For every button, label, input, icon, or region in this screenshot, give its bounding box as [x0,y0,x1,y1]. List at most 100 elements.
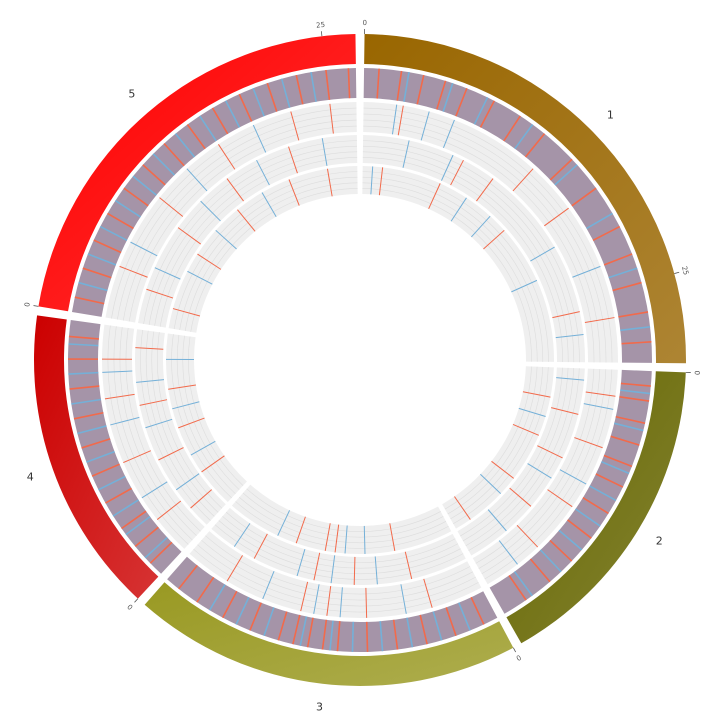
tick-mark [674,271,680,274]
feature-line [310,72,317,102]
feature-line [572,265,601,278]
track-gridline [140,329,211,521]
track-gridline [128,125,357,322]
feature-line [237,209,256,232]
track [362,135,585,363]
track-gridline [159,157,358,327]
feature-line [299,616,308,646]
track-gridline [190,188,358,332]
track-gridline [453,367,549,524]
feature-line [102,370,133,373]
feature-line [91,463,120,477]
tick-mark [134,598,139,603]
heat-track [489,369,652,614]
feature-line [339,587,343,618]
feature-line [217,144,236,170]
feature-line [479,100,495,128]
chromosome-label: 5 [128,88,135,101]
feature-line [290,111,300,141]
feature-line [420,111,430,141]
track-gridline [468,368,580,551]
feature-line [87,253,117,266]
feature-line [146,288,174,299]
feature-line [261,192,277,217]
track-gridline [363,125,595,363]
feature-line [253,533,268,559]
feature-line [476,178,494,202]
feature-line [190,489,212,509]
feature-line [419,614,428,645]
feature-line [121,510,147,530]
feature-line [549,158,573,181]
feature-line [571,187,597,207]
feature-line [252,87,265,117]
feature-line [73,411,104,420]
track-gridline [225,511,456,563]
chromosome-label: 4 [27,470,34,483]
feature-line [513,571,533,597]
feature-line [432,611,443,641]
track-gridline [182,335,240,490]
feature-line [556,377,585,381]
track-gridline [193,548,479,613]
feature-line [158,447,184,461]
track-gridline [362,182,538,362]
track-gridline [362,151,569,363]
feature-line [511,279,538,293]
feature-line [262,570,275,600]
track-gridline [157,332,223,509]
track-gridline [171,334,232,499]
feature-line [233,523,251,547]
track-gridline [444,366,532,510]
feature-line [614,422,644,432]
feature-line [98,475,126,491]
feature-line [454,496,471,520]
feature-line [450,159,464,186]
feature-line [512,423,539,436]
feature-line [123,450,152,464]
feature-line [215,229,237,250]
feature-line [68,343,99,347]
feature-line [530,246,555,262]
track-gridline [214,524,464,580]
feature-line [428,183,441,210]
feature-line [252,124,267,153]
track [457,367,585,556]
feature-line [441,154,454,181]
feature-line [313,552,321,581]
feature-line [603,454,633,468]
feature-line [178,417,205,429]
feature-line [295,74,304,105]
track-gridline [362,157,563,363]
feature-line [389,523,396,551]
feature-line [172,401,200,410]
track-gridline [235,501,449,549]
feature-line [186,124,206,150]
heat-track [167,556,498,652]
feature-line [396,70,403,101]
feature-line [77,425,107,435]
feature-line [112,499,139,517]
feature-line [141,481,168,499]
feature-line [313,584,320,614]
track-gridline [484,369,613,580]
feature-line [199,115,217,142]
feature-line [78,281,108,292]
feature-line [512,168,534,192]
feature-line [208,584,226,611]
track-gridline [122,119,357,321]
feature-line [620,382,651,387]
feature-line [445,607,457,637]
feature-line [68,335,99,340]
feature-line [197,253,222,270]
track-gridline [246,488,441,532]
track-gridline [148,145,358,325]
feature-line [330,555,336,584]
feature-line [306,617,314,648]
feature-line [288,179,300,206]
tick-label: 0 [23,302,32,308]
track [472,368,618,585]
feature-line [277,611,288,641]
feature-line [514,124,534,150]
feature-line [329,103,334,134]
